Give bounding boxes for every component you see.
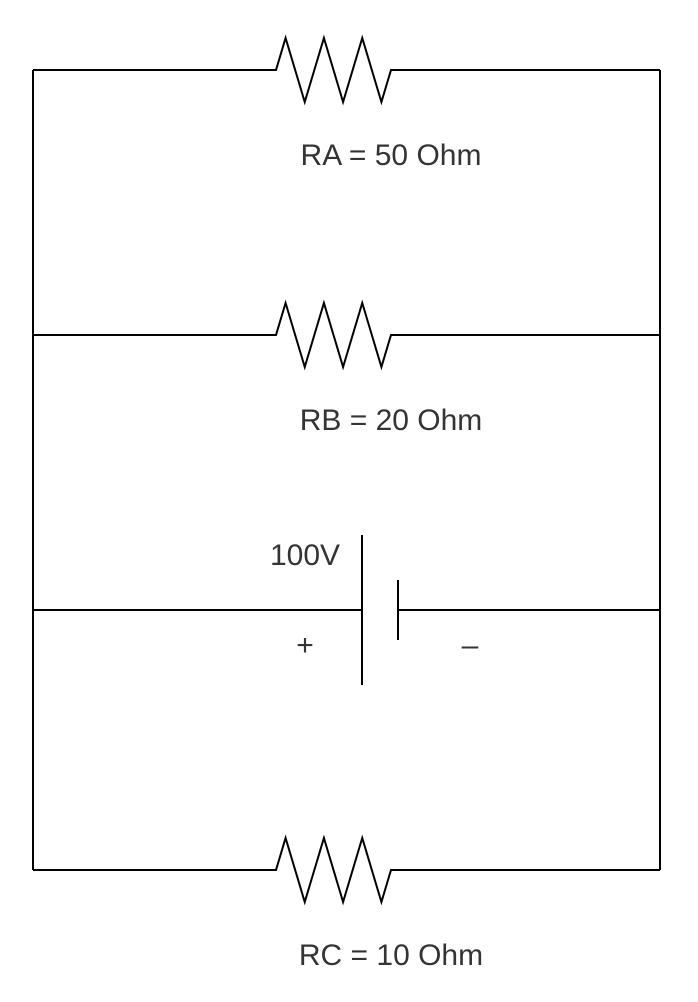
resistor-RA [33, 38, 660, 102]
labels-group: RA = 50 Ohm RB = 20 Ohm RC = 10 Ohm 100V… [270, 139, 483, 972]
label-rc: RC = 10 Ohm [299, 939, 483, 972]
resistor-RB [33, 303, 660, 367]
resistor-RC [33, 838, 660, 902]
label-plus: + [296, 629, 314, 662]
label-ra: RA = 50 Ohm [301, 139, 482, 172]
circuit-diagram: RA = 50 Ohm RB = 20 Ohm RC = 10 Ohm 100V… [0, 0, 698, 1002]
label-rb: RB = 20 Ohm [300, 404, 483, 437]
label-minus: – [462, 629, 479, 662]
label-voltage: 100V [270, 539, 340, 572]
